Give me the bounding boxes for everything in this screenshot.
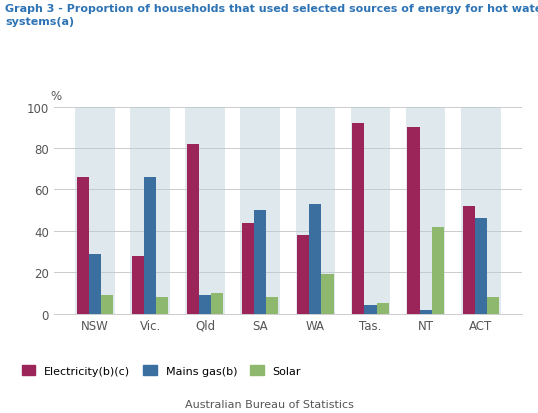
Legend: Electricity(b)(c), Mains gas(b), Solar: Electricity(b)(c), Mains gas(b), Solar — [17, 361, 306, 381]
Bar — [156, 297, 168, 314]
Bar — [199, 295, 211, 314]
Bar — [309, 204, 321, 314]
Bar — [463, 206, 475, 314]
Bar — [364, 306, 377, 314]
Bar — [187, 145, 199, 314]
Bar — [132, 256, 144, 314]
Bar — [185, 107, 225, 314]
Bar — [89, 254, 101, 314]
Bar — [461, 107, 500, 314]
Bar — [407, 128, 420, 314]
Bar — [475, 219, 487, 314]
Bar — [266, 297, 279, 314]
Bar — [321, 275, 334, 314]
Bar — [101, 295, 113, 314]
Bar — [406, 107, 445, 314]
Bar — [487, 297, 499, 314]
Bar — [75, 107, 115, 314]
Bar — [211, 293, 223, 314]
Bar — [130, 107, 170, 314]
Text: Australian Bureau of Statistics: Australian Bureau of Statistics — [185, 399, 353, 409]
Bar — [240, 107, 280, 314]
Bar — [377, 304, 388, 314]
Bar — [144, 178, 156, 314]
Bar — [431, 227, 444, 314]
Bar — [297, 235, 309, 314]
Bar — [420, 310, 431, 314]
Bar — [351, 107, 391, 314]
Text: %: % — [51, 90, 62, 103]
Bar — [254, 211, 266, 314]
Bar — [352, 124, 364, 314]
Bar — [295, 107, 335, 314]
Bar — [242, 223, 254, 314]
Bar — [77, 178, 89, 314]
Text: Graph 3 - Proportion of households that used selected sources of energy for hot : Graph 3 - Proportion of households that … — [5, 4, 538, 27]
